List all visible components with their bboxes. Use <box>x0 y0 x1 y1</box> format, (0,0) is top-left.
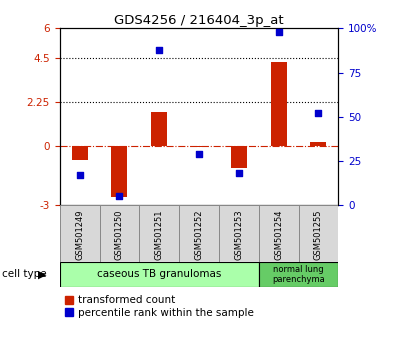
Point <box>156 47 162 52</box>
Text: GSM501254: GSM501254 <box>274 209 283 260</box>
Point <box>116 194 123 199</box>
Bar <box>111 146 127 198</box>
Text: GSM501252: GSM501252 <box>195 209 203 260</box>
Point <box>275 29 282 35</box>
Bar <box>231 146 247 168</box>
Point <box>236 171 242 176</box>
Bar <box>259 262 338 287</box>
Bar <box>179 205 219 262</box>
Bar <box>259 205 298 262</box>
Text: cell type: cell type <box>2 269 47 279</box>
Text: normal lung
parenchyma: normal lung parenchyma <box>272 265 325 284</box>
Bar <box>100 205 139 262</box>
Bar <box>271 62 287 146</box>
Point <box>196 151 202 157</box>
Text: GSM501255: GSM501255 <box>314 209 323 260</box>
Text: caseous TB granulomas: caseous TB granulomas <box>97 269 221 279</box>
Bar <box>219 205 259 262</box>
Legend: transformed count, percentile rank within the sample: transformed count, percentile rank withi… <box>65 296 254 318</box>
Text: GSM501249: GSM501249 <box>75 209 84 260</box>
Text: GSM501253: GSM501253 <box>234 209 243 260</box>
Bar <box>191 146 207 147</box>
Bar <box>139 205 179 262</box>
Bar <box>60 262 259 287</box>
Text: GSM501251: GSM501251 <box>155 209 164 260</box>
Text: ▶: ▶ <box>37 269 46 279</box>
Title: GDS4256 / 216404_3p_at: GDS4256 / 216404_3p_at <box>114 14 284 27</box>
Point <box>76 172 83 178</box>
Point <box>315 110 322 116</box>
Bar <box>60 205 100 262</box>
Bar <box>151 112 167 146</box>
Bar <box>310 142 326 146</box>
Text: GSM501250: GSM501250 <box>115 209 124 260</box>
Bar <box>72 146 88 160</box>
Bar <box>298 205 338 262</box>
